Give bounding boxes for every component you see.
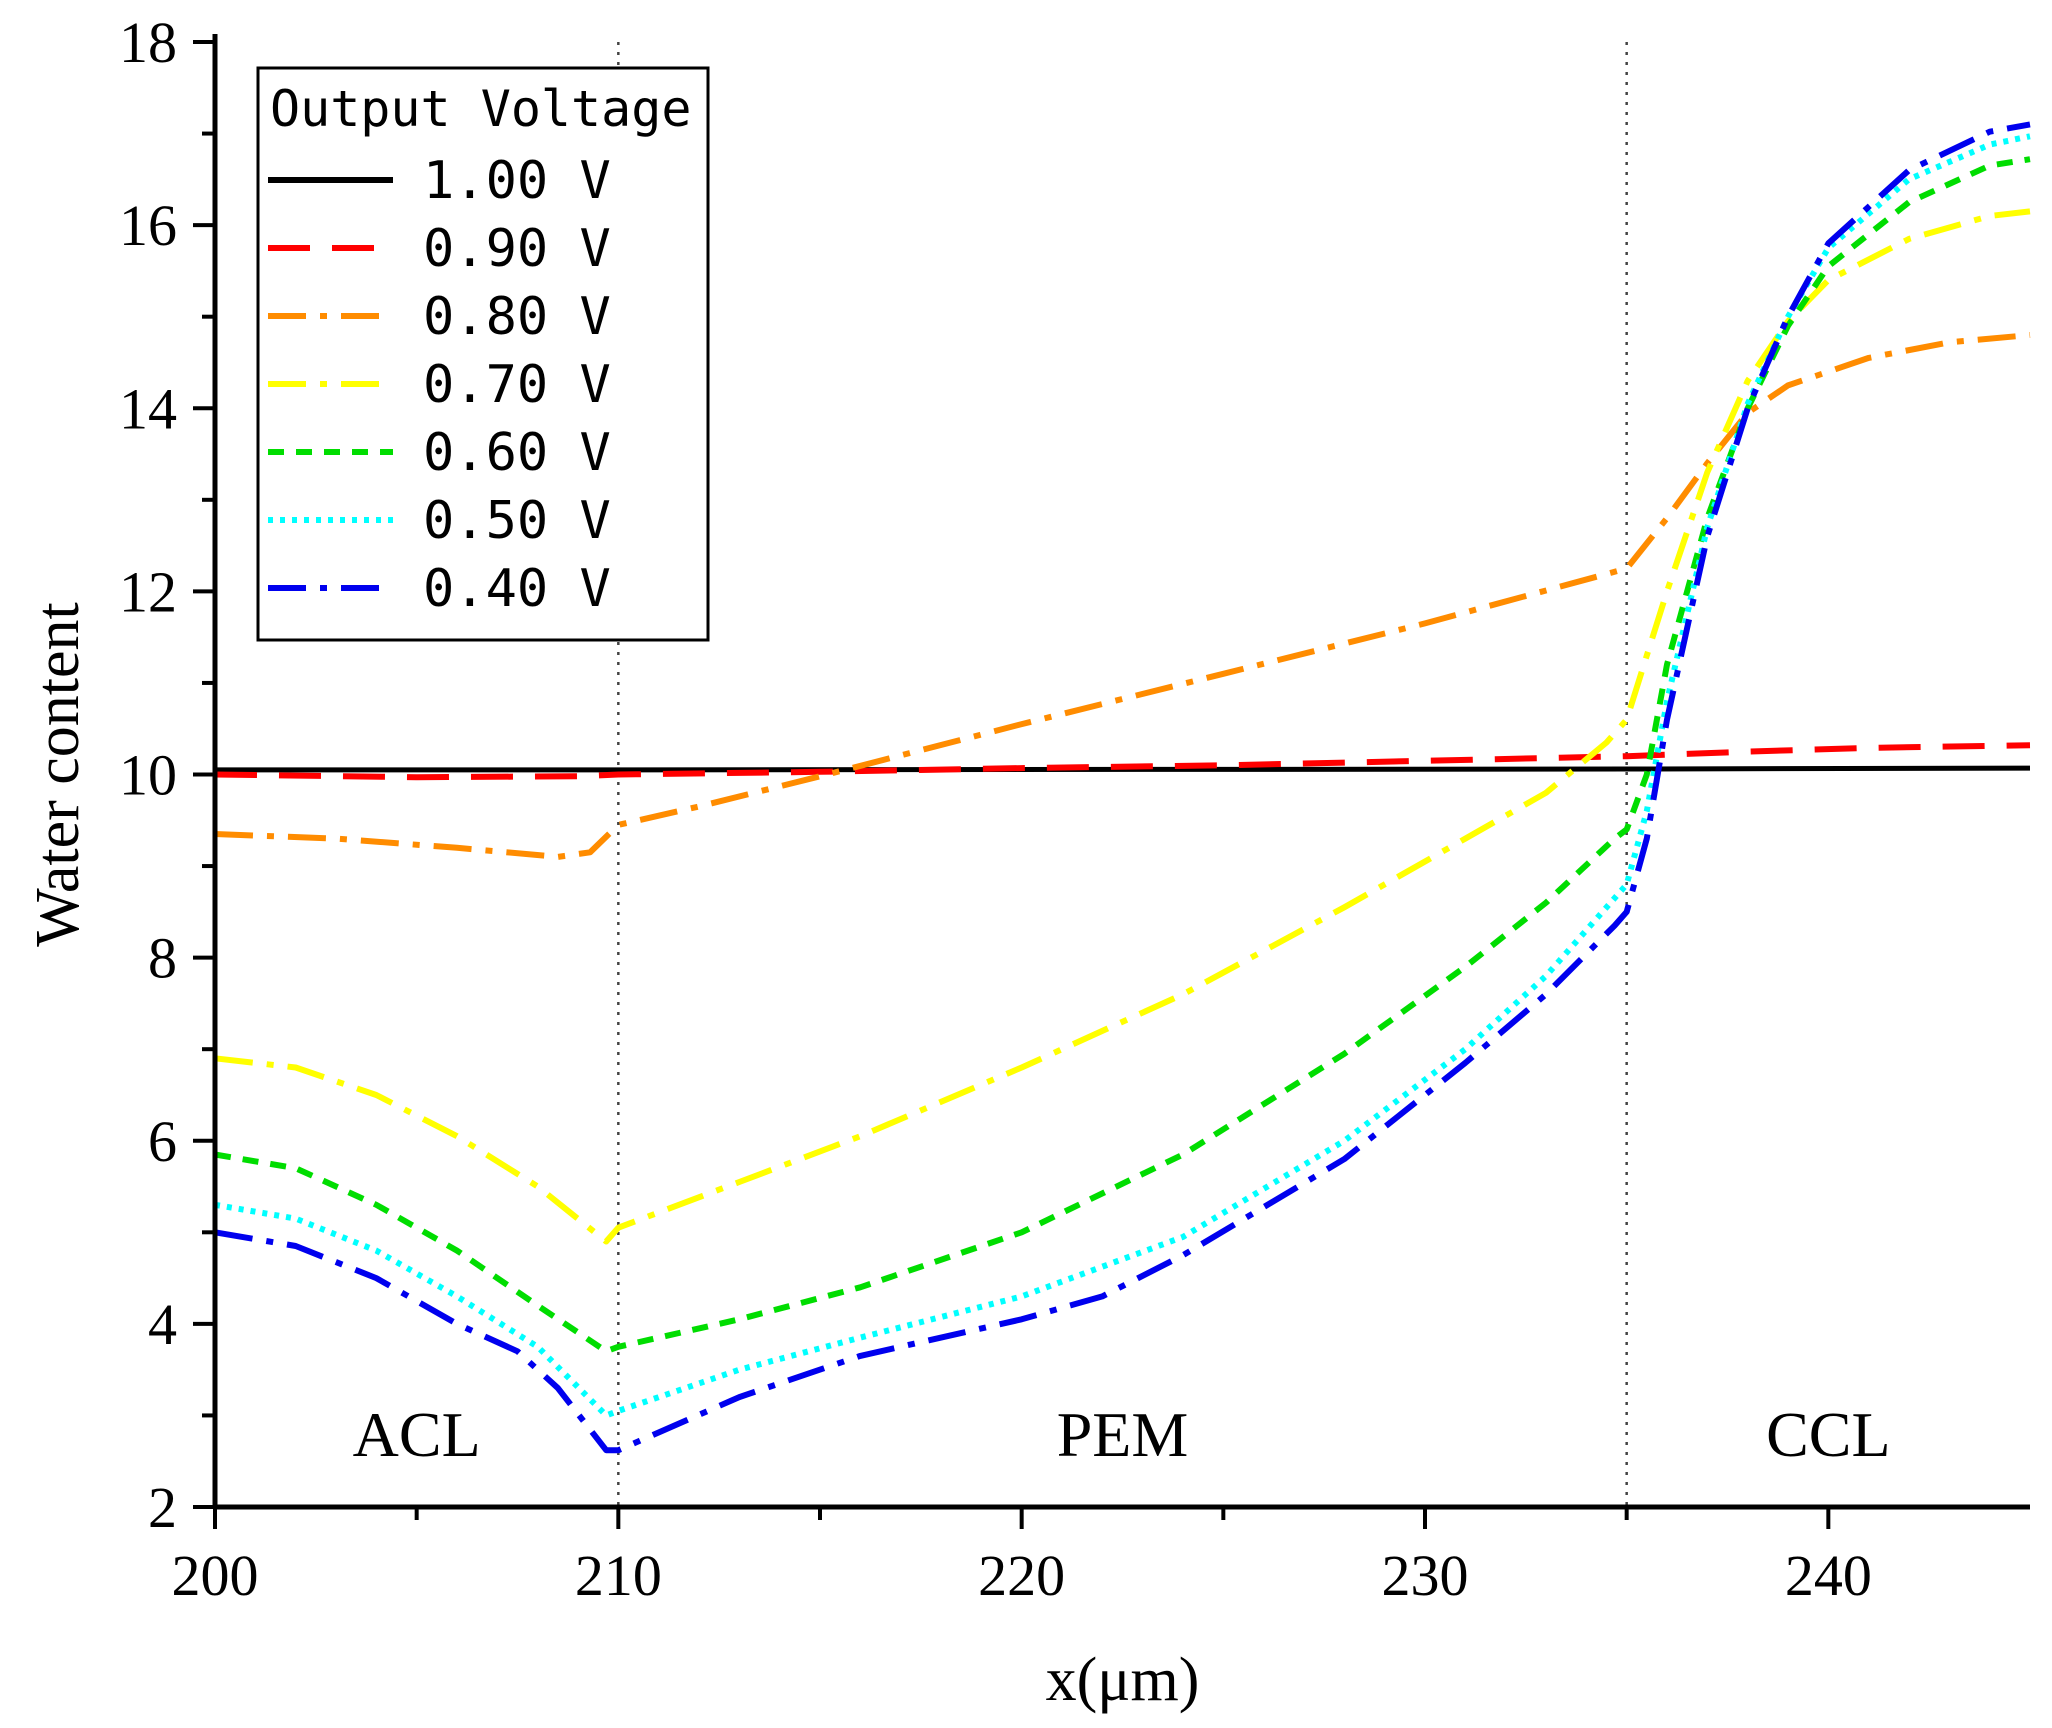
- series-layer: [214, 121, 2031, 1454]
- legend-label: 0.70 V: [423, 355, 611, 415]
- region-labels: ACL PEM CCL: [353, 1399, 1891, 1470]
- legend-items: 1.00 V 0.90 V 0.80 V 0.70 V 0.60 V 0.50 V 0.40…: [268, 151, 611, 619]
- series-line-040: [214, 121, 2031, 1454]
- region-label-acl: ACL: [353, 1399, 481, 1470]
- y-tick-label: 10: [119, 743, 177, 808]
- x-tick-label: 220: [978, 1543, 1065, 1608]
- y-tick-label: 12: [119, 559, 177, 624]
- series-line-060: [214, 156, 2031, 1355]
- y-tick-label: 6: [148, 1109, 177, 1174]
- legend-label: 1.00 V: [423, 151, 611, 211]
- series-line-090: [214, 742, 2031, 781]
- legend-label: 0.90 V: [423, 219, 611, 279]
- x-axis-title: x(μm): [1046, 1646, 1200, 1714]
- region-label-ccl: CCL: [1766, 1399, 1890, 1470]
- legend-label: 0.60 V: [423, 423, 611, 483]
- y-tick-label: 4: [148, 1292, 177, 1357]
- x-tick-label: 210: [575, 1543, 662, 1608]
- legend-title: Output Voltage: [270, 80, 691, 138]
- legend-label: 0.40 V: [423, 559, 611, 619]
- legend-box: [256, 66, 710, 642]
- y-tick-label: 16: [119, 193, 177, 258]
- legend-label: 0.50 V: [423, 491, 611, 551]
- axes-layer: [212, 34, 2030, 1510]
- legend: Output Voltage 1.00 V 0.90 V 0.80 V 0.70 V 0…: [256, 66, 710, 642]
- y-tick-label: 18: [119, 10, 177, 75]
- x-tick-label: 230: [1382, 1543, 1469, 1608]
- series-line-080: [214, 332, 2031, 860]
- y-tick-label: 8: [148, 926, 177, 991]
- ticks-layer: 200 210 220 230 240 2 4 6 8 10 12 14 16 18: [119, 10, 1872, 1608]
- region-label-pem: PEM: [1057, 1399, 1189, 1470]
- x-tick-label: 240: [1785, 1543, 1872, 1608]
- y-axis-title: Water content: [24, 602, 92, 946]
- y-tick-label: 14: [119, 376, 177, 441]
- y-tick-label: 2: [148, 1475, 177, 1540]
- x-tick-label: 200: [172, 1543, 259, 1608]
- legend-label: 0.80 V: [423, 287, 611, 347]
